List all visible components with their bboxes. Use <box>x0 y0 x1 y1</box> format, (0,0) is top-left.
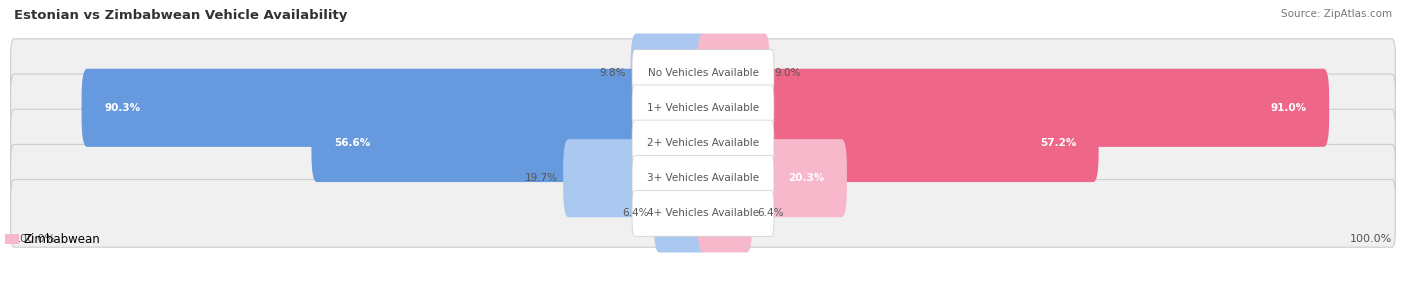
FancyBboxPatch shape <box>633 190 773 236</box>
FancyBboxPatch shape <box>697 174 752 253</box>
Text: 19.7%: 19.7% <box>526 173 558 183</box>
FancyBboxPatch shape <box>312 104 709 182</box>
FancyBboxPatch shape <box>633 50 773 96</box>
FancyBboxPatch shape <box>11 180 1395 247</box>
Text: 100.0%: 100.0% <box>1350 234 1392 244</box>
Text: 9.0%: 9.0% <box>775 67 801 78</box>
FancyBboxPatch shape <box>697 104 1098 182</box>
Text: 6.4%: 6.4% <box>623 208 650 219</box>
FancyBboxPatch shape <box>11 109 1395 177</box>
Text: 2+ Vehicles Available: 2+ Vehicles Available <box>647 138 759 148</box>
FancyBboxPatch shape <box>633 85 773 131</box>
FancyBboxPatch shape <box>697 33 770 112</box>
Text: Source: ZipAtlas.com: Source: ZipAtlas.com <box>1281 9 1392 19</box>
FancyBboxPatch shape <box>11 74 1395 142</box>
Text: No Vehicles Available: No Vehicles Available <box>648 67 758 78</box>
FancyBboxPatch shape <box>633 120 773 166</box>
Text: 90.3%: 90.3% <box>104 103 141 113</box>
Text: Estonian vs Zimbabwean Vehicle Availability: Estonian vs Zimbabwean Vehicle Availabil… <box>14 9 347 21</box>
FancyBboxPatch shape <box>631 33 709 112</box>
Text: 56.6%: 56.6% <box>335 138 370 148</box>
FancyBboxPatch shape <box>564 139 709 217</box>
Text: 3+ Vehicles Available: 3+ Vehicles Available <box>647 173 759 183</box>
Text: 1+ Vehicles Available: 1+ Vehicles Available <box>647 103 759 113</box>
Text: 57.2%: 57.2% <box>1040 138 1076 148</box>
FancyBboxPatch shape <box>11 144 1395 212</box>
FancyBboxPatch shape <box>633 155 773 201</box>
Text: 100.0%: 100.0% <box>14 234 56 244</box>
Text: 6.4%: 6.4% <box>756 208 783 219</box>
Text: 91.0%: 91.0% <box>1271 103 1306 113</box>
Text: 9.8%: 9.8% <box>599 67 626 78</box>
Text: 4+ Vehicles Available: 4+ Vehicles Available <box>647 208 759 219</box>
Text: 20.3%: 20.3% <box>789 173 824 183</box>
FancyBboxPatch shape <box>11 39 1395 106</box>
FancyBboxPatch shape <box>654 174 709 253</box>
FancyBboxPatch shape <box>82 69 709 147</box>
Legend: Estonian, Zimbabwean: Estonian, Zimbabwean <box>0 228 105 251</box>
FancyBboxPatch shape <box>697 69 1329 147</box>
FancyBboxPatch shape <box>697 139 846 217</box>
